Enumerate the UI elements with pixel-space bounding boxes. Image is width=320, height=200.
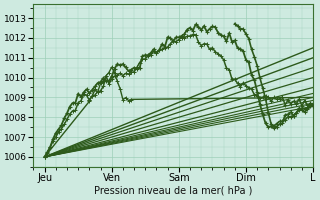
X-axis label: Pression niveau de la mer( hPa ): Pression niveau de la mer( hPa ) bbox=[94, 186, 252, 196]
